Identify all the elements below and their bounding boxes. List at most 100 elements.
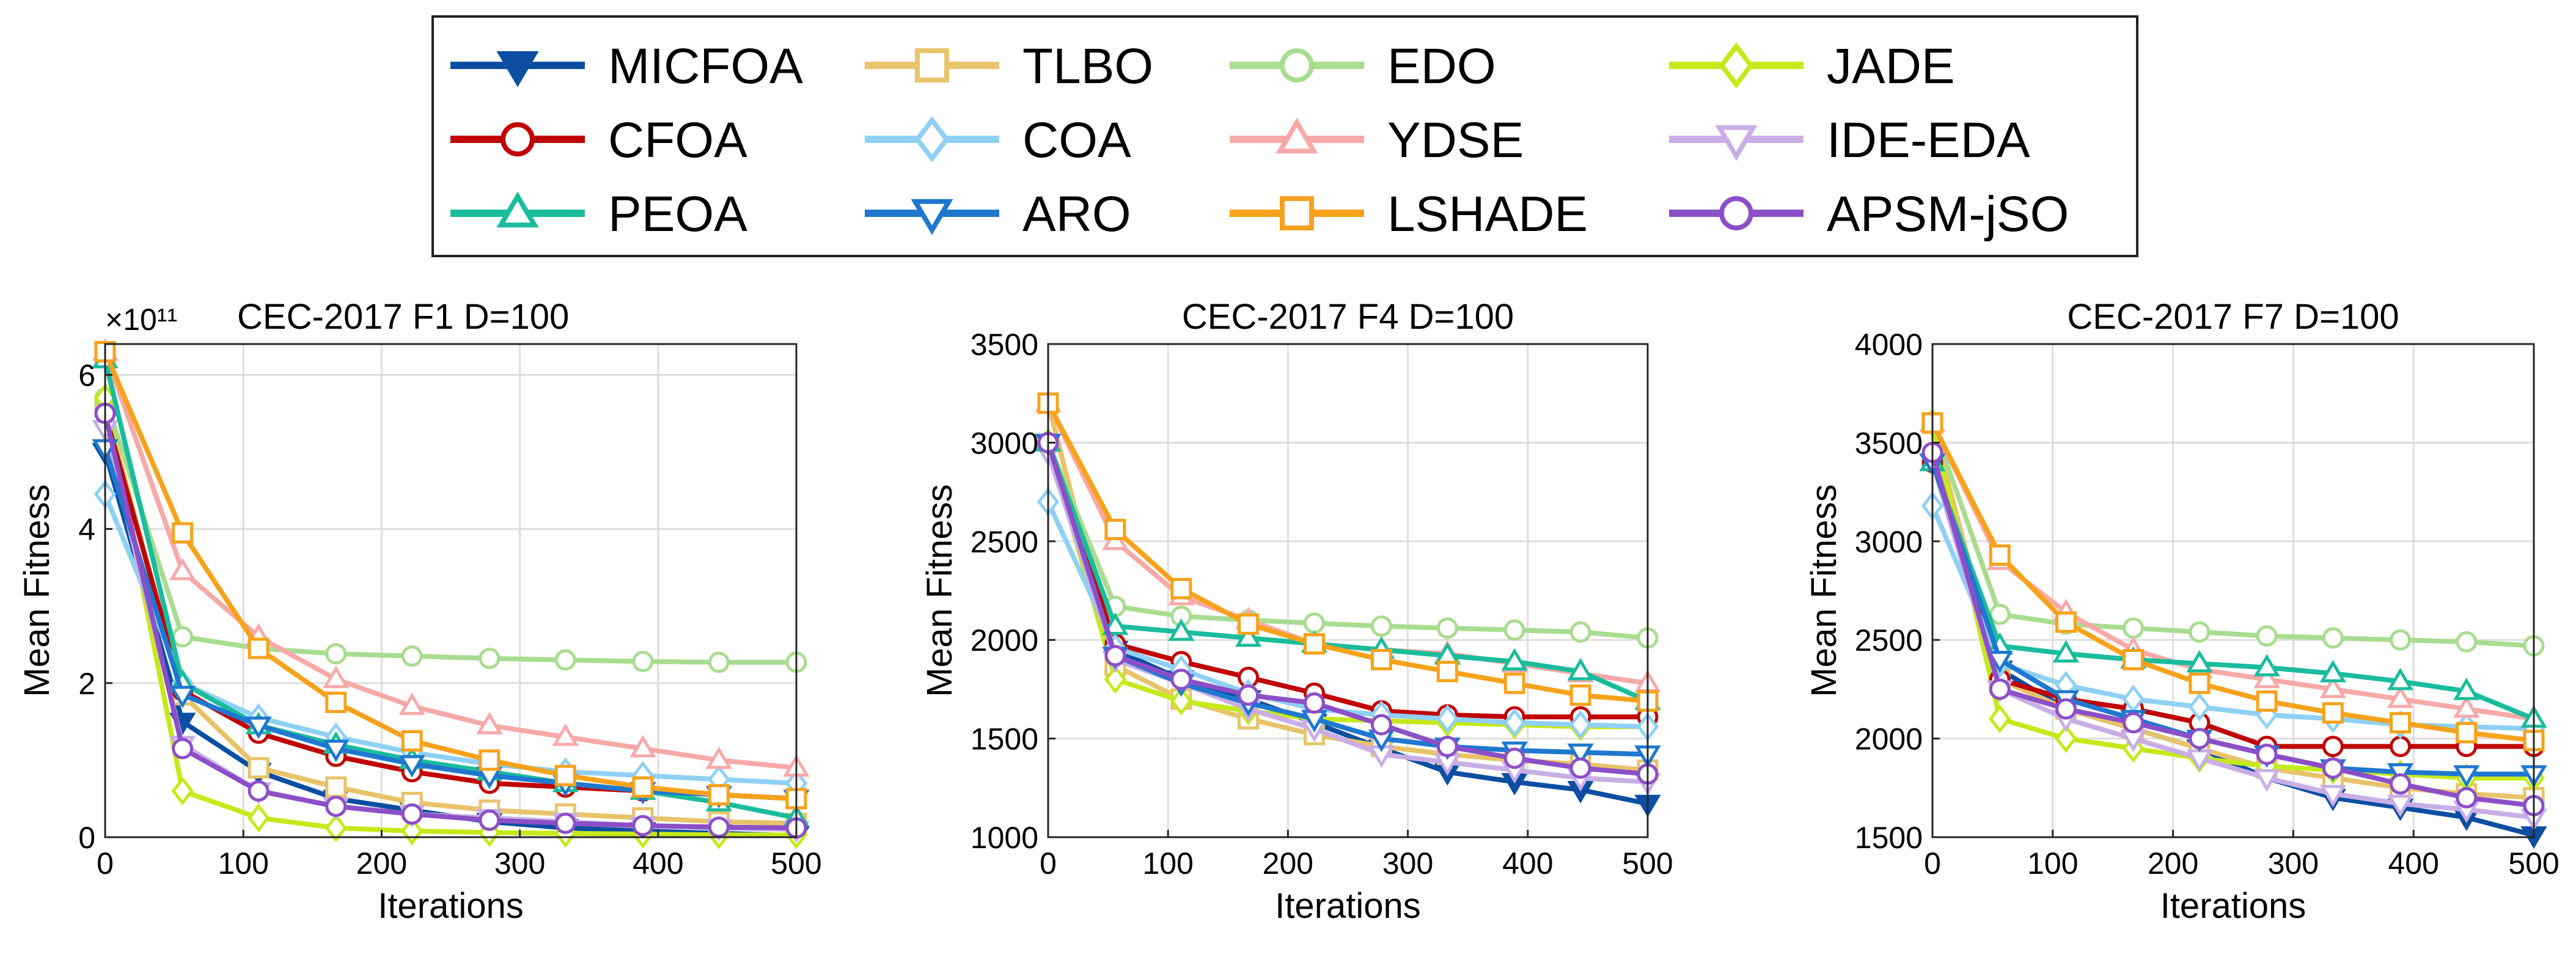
y-tick-label: 3000 [1855, 525, 1923, 559]
point-ydse-1 [169, 557, 196, 581]
point-peoa-5 [2253, 654, 2280, 676]
y-exponent-label: ×10¹¹ [105, 302, 177, 337]
legend-marker-coa [914, 116, 950, 163]
point-cfoa-6 [2322, 736, 2344, 758]
point-edo-4 [2189, 621, 2211, 643]
y-tick-label: 2500 [1855, 623, 1923, 658]
point-aro-3 [323, 739, 350, 763]
y-tick-label: 4 [78, 513, 95, 547]
x-axis-label: Iterations [1275, 886, 1421, 926]
point-lshade-5 [1370, 648, 1392, 670]
point-edo-5 [1370, 615, 1392, 637]
x-tick-label: 500 [1622, 846, 1673, 881]
point-edo-3 [325, 643, 347, 665]
point-edo-6 [2322, 627, 2344, 649]
legend-entry-ydse: YDSE [1230, 112, 1524, 168]
point-ydse-3 [323, 665, 350, 689]
line-apsm-jso [103, 412, 797, 830]
point-apsm-jso-1 [1989, 678, 2011, 700]
point-lshade-5 [479, 749, 501, 771]
point-apsm-jso-2 [2055, 698, 2077, 720]
x-tick-label: 400 [2388, 846, 2438, 881]
line-apsm-jso [1046, 442, 1648, 777]
point-apsm-jso-3 [325, 796, 347, 818]
legend-label-tlbo: TLBO [1022, 38, 1153, 94]
legend: MICFOA TLBO EDO JADE CFOA COA YDSE IDE-EDA PEOA A… [431, 15, 2138, 257]
point-aro-2 [245, 716, 272, 739]
point-lshade-7 [1503, 672, 1525, 694]
line-coa [103, 493, 797, 786]
legend-entry-tlbo: TLBO [865, 38, 1153, 94]
y-tick-label: 4000 [1855, 328, 1923, 362]
line-micfoa [1046, 452, 1648, 807]
point-lshade-2 [248, 637, 270, 659]
point-lshade-2 [1170, 577, 1192, 599]
line-peoa [103, 359, 797, 821]
x-axis-label: Iterations [2160, 886, 2306, 926]
point-ydse-5 [476, 711, 503, 735]
point-apsm-jso-4 [401, 803, 423, 825]
point-ydse-6 [2319, 675, 2346, 698]
point-aro-1 [169, 686, 196, 708]
point-edo-6 [1436, 617, 1458, 639]
series-lshade [94, 341, 807, 810]
y-tick-label: 2000 [971, 623, 1038, 658]
point-aro-8 [1567, 743, 1594, 766]
legend-entry-cfoa: CFOA [450, 112, 747, 168]
x-tick-label: 100 [1142, 846, 1193, 881]
legend-entry-apsm-jso: APSM-jSO [1669, 186, 2069, 242]
x-tick-label: 400 [1502, 846, 1553, 881]
legend-marker-micfoa [496, 51, 539, 87]
point-peoa-4 [2186, 650, 2213, 673]
point-edo-6 [554, 649, 576, 671]
series-group [1035, 389, 1661, 818]
point-apsm-jso-1 [1104, 645, 1126, 667]
legend-marker-jade [1718, 42, 1755, 89]
line-apsm-jso [1930, 452, 2534, 808]
x-tick-label: 200 [356, 846, 407, 881]
point-apsm-jso-4 [1304, 692, 1326, 714]
point-ydse-7 [629, 735, 656, 758]
y-tick-label: 1000 [971, 821, 1038, 855]
point-jade-2 [247, 803, 270, 833]
point-lshade-4 [1304, 633, 1326, 655]
chart-2: 0 100 200 300 400 500 1000 1500 2000 2500 3000 3500… [920, 297, 1673, 926]
point-apsm-jso-8 [1569, 757, 1591, 779]
legend-label-jade: JADE [1827, 38, 1955, 94]
line-tlbo [103, 405, 797, 826]
legend-entry-edo: EDO [1230, 38, 1496, 94]
legend-entry-jade: JADE [1669, 38, 1955, 94]
point-edo-8 [1569, 621, 1591, 643]
point-edo-4 [1304, 612, 1326, 634]
point-apsm-jso-4 [2189, 728, 2211, 750]
point-tlbo-3 [325, 776, 347, 798]
x-tick-label: 200 [1263, 846, 1313, 881]
charts: 0 100 200 300 400 500 0 2 4 6 Iterations Mean Fitne… [17, 297, 2559, 926]
point-coa-6 [1436, 704, 1459, 733]
y-tick-label: 3500 [1855, 426, 1923, 460]
plot-area [1048, 344, 1648, 837]
x-tick-label: 0 [1924, 846, 1941, 881]
point-peoa-8 [1567, 658, 1594, 681]
chart-1: 0 100 200 300 400 500 0 2 4 6 Iterations Mean Fitne… [17, 297, 822, 926]
point-apsm-jso-5 [479, 809, 501, 831]
point-ide-eda-7 [2387, 794, 2414, 818]
point-apsm-jso-5 [2256, 743, 2278, 765]
series-lshade [1037, 392, 1659, 712]
y-tick-label: 2000 [1855, 722, 1923, 757]
x-tick-label: 500 [2508, 846, 2559, 881]
point-edo-7 [632, 651, 654, 673]
line-ide-eda [1930, 461, 2534, 820]
legend-entry-peoa: PEOA [450, 186, 747, 242]
point-lshade-7 [632, 776, 654, 798]
x-tick-label: 300 [2268, 846, 2319, 881]
point-coa-7 [1503, 708, 1526, 738]
x-tick-label: 200 [2148, 846, 2198, 881]
y-axis-label: Mean Fitness [17, 484, 57, 697]
y-tick-label: 2 [78, 667, 95, 701]
y-tick-label: 1500 [971, 722, 1038, 757]
point-apsm-jso-6 [1436, 736, 1458, 758]
point-peoa-7 [1501, 648, 1528, 671]
chart-title: CEC-2017 F7 D=100 [2067, 297, 2399, 337]
